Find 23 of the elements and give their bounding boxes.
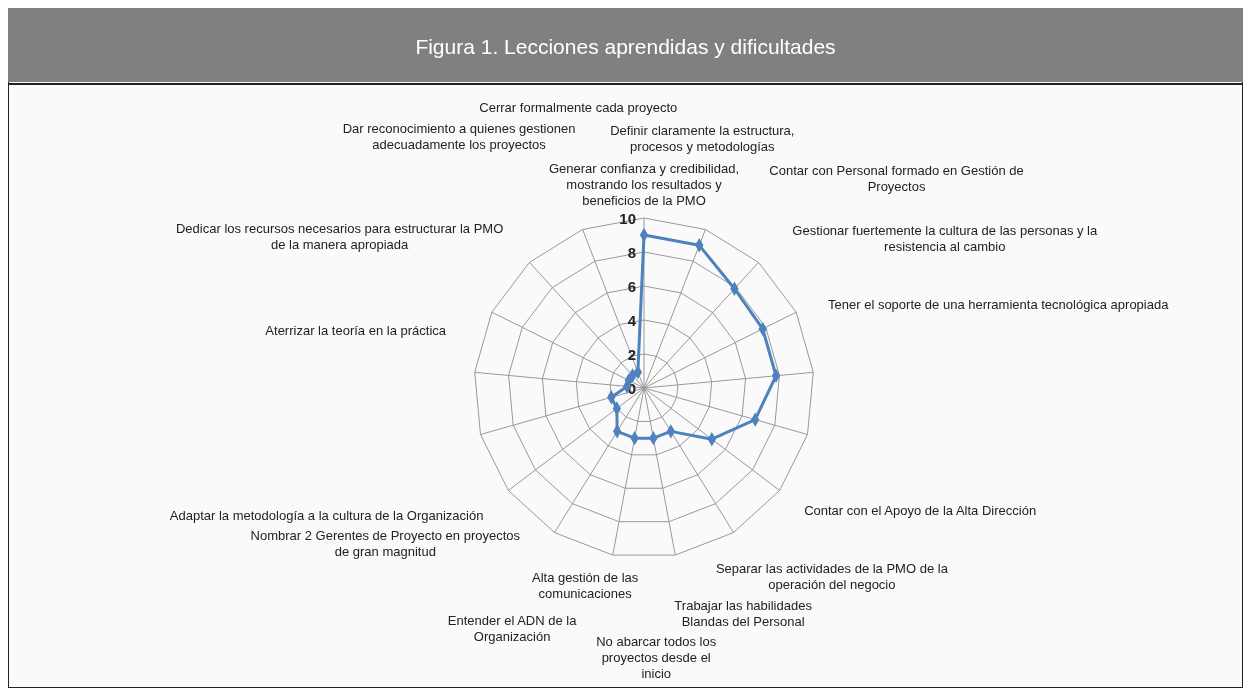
y-tick-label: 4 — [627, 312, 637, 329]
y-tick-label: 8 — [627, 244, 636, 261]
spoke-label: Alta gestión de las comunicaciones — [532, 569, 639, 601]
spoke-label: Separar las actividades de la PMO de la operación del negocio — [715, 560, 949, 592]
spoke-label: Gestionar fuertemente la cultura de las personas y la resistencia al cambio — [792, 222, 1099, 254]
spoke-label: Dar reconocimiento a quienes gestionen adecuadamente los proyectos — [342, 121, 576, 153]
spoke-label: Cerrar formalmente cada proyecto — [479, 100, 678, 116]
spoke-label: Dedicar los recursos necesarios para estructurar la PMO de la manera apropiada — [176, 220, 504, 252]
spoke-label: No abarcar todos los proyectos desde el inicio — [596, 634, 717, 682]
spoke-label: Adaptar la metodología a la cultura de la Organización — [169, 507, 484, 523]
spoke-label: Nombrar 2 Gerentes de Proyecto en proyectos de gran magnitud — [250, 528, 521, 560]
spoke-label: Aterrizar la teoría en la práctica — [265, 322, 447, 338]
spoke-label: Entender el ADN de la Organización — [447, 612, 578, 644]
y-tick-label: 6 — [627, 278, 636, 295]
spoke-label: Contar con el Apoyo de la Alta Dirección — [804, 502, 1037, 518]
y-tick-label: 10 — [619, 210, 636, 227]
y-tick-label: 2 — [627, 346, 636, 363]
spoke-label: Generar confianza y credibilidad, mostrando los resultados y beneficios de la PMO — [548, 160, 740, 208]
spoke-label: Definir claramente la estructura, procesos y metodologías — [610, 123, 795, 155]
spoke-label: Tener el soporte de una herramienta tecnológica apropiada — [828, 296, 1170, 312]
spoke-label: Contar con Personal formado en Gestión de Proyectos — [769, 163, 1024, 195]
spoke-label: Trabajar las habilidades Blandas del Personal — [674, 597, 813, 629]
chart-title: Figura 1. Lecciones aprendidas y dificultades — [415, 35, 836, 58]
